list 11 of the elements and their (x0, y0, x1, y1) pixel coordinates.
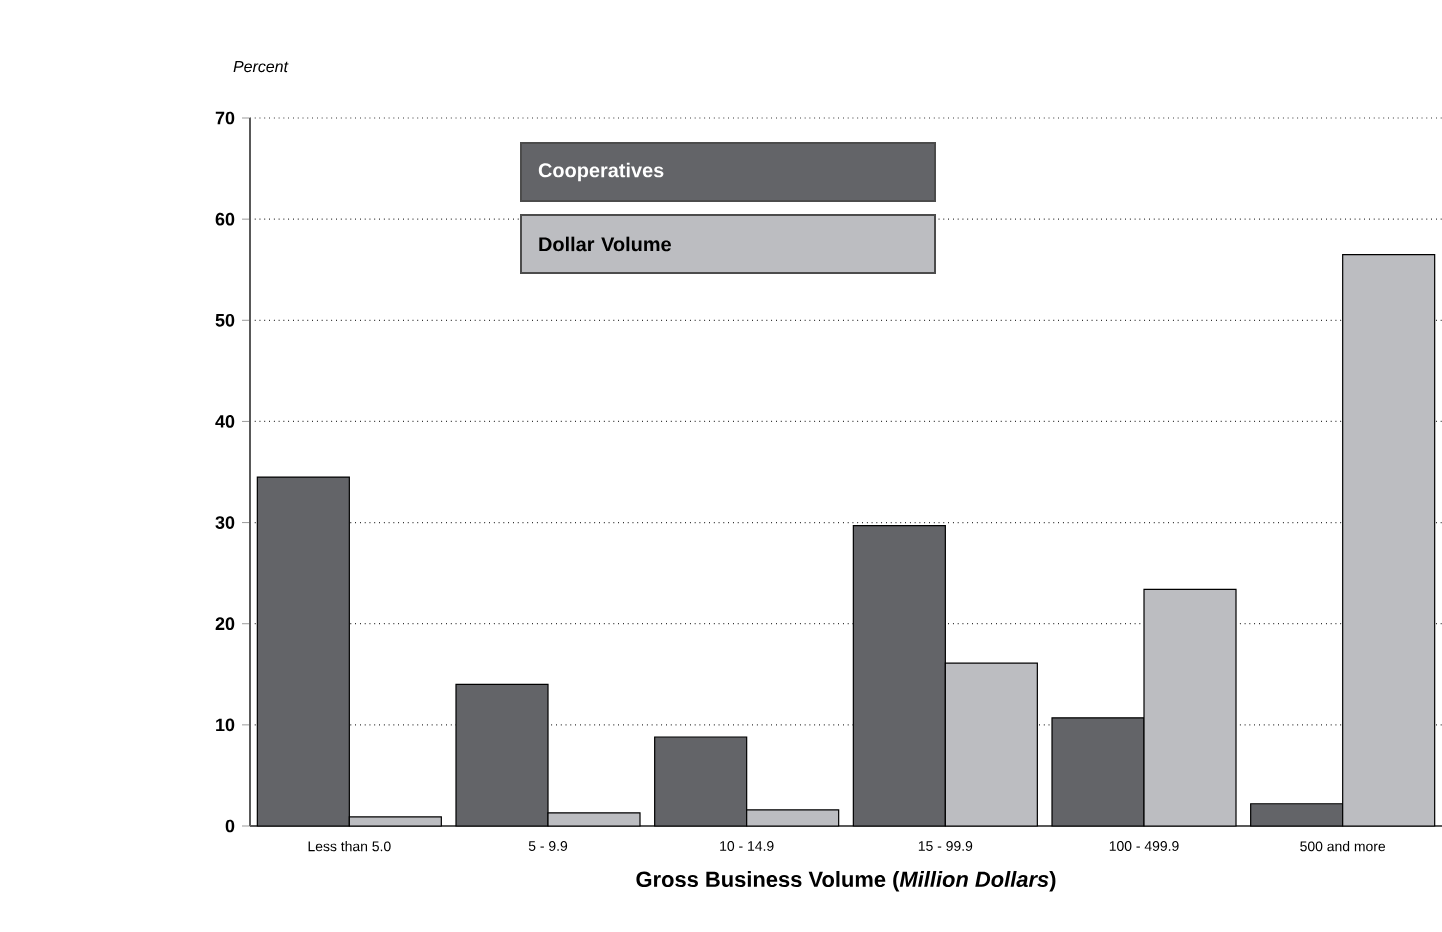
y-tick-label: 40 (215, 415, 235, 428)
y-tick-label: 70 (215, 111, 235, 125)
y-tick-label: 20 (215, 617, 235, 631)
y-tick-label: 60 (215, 212, 235, 226)
y-tick-label: 0 (225, 819, 235, 833)
y-tick-label: 10 (216, 718, 235, 732)
text: Cooperatives (538, 162, 664, 182)
y-tick-label: 50 (215, 313, 235, 327)
x-axis-title: Gross Business Volume (Million Dollars) (636, 870, 1056, 892)
text: Dollar Volume (539, 236, 671, 252)
y-tick-label: 30 (215, 516, 235, 529)
